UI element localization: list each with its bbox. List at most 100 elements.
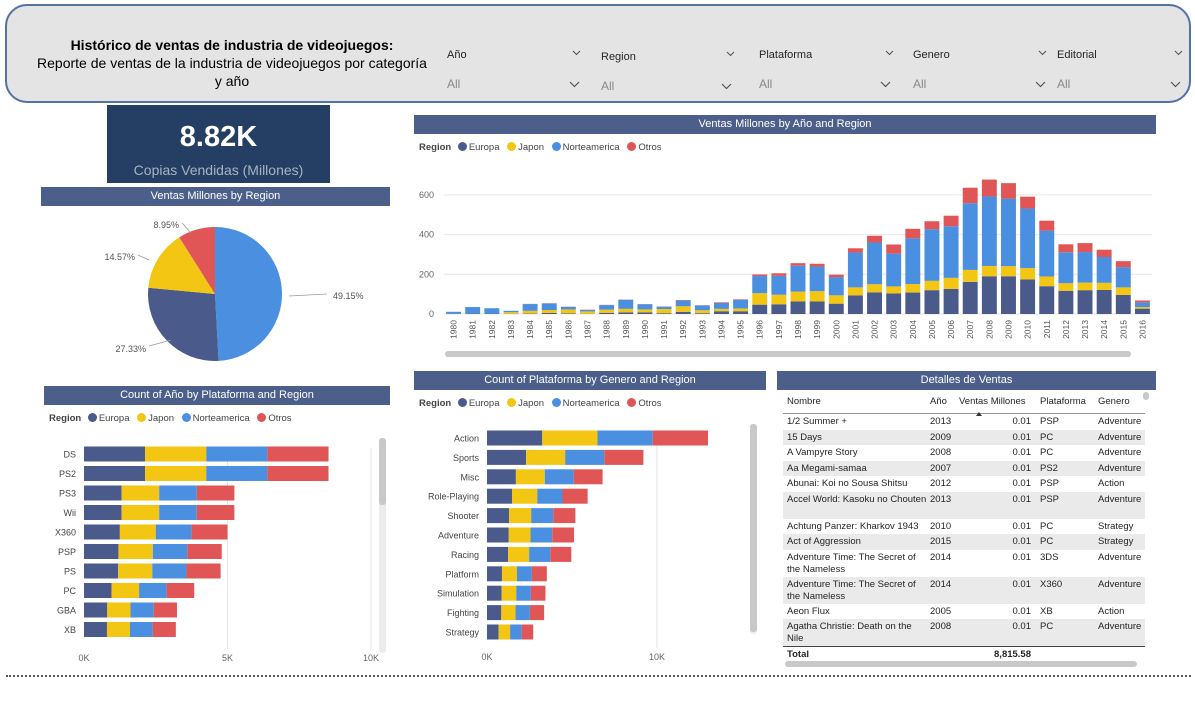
bar-segment-europa[interactable] (84, 446, 146, 462)
bar-segment-europa[interactable] (487, 488, 513, 504)
bar-segment-norteamerica[interactable] (1134, 302, 1150, 308)
chevron-down-icon[interactable] (885, 50, 894, 59)
bar-segment-otros[interactable] (153, 602, 177, 618)
bar-segment-norteamerica[interactable] (529, 546, 551, 562)
bar-segment-otros[interactable] (562, 488, 588, 504)
legend-item-otros[interactable]: Otros (257, 413, 292, 424)
bar-segment-europa[interactable] (1134, 308, 1150, 314)
bar-segment-japon[interactable] (790, 291, 806, 302)
bar-segment-europa[interactable] (733, 311, 749, 314)
chevron-down-icon[interactable] (880, 81, 891, 90)
bar-segment-japon[interactable] (522, 310, 538, 314)
bar-segment-japon[interactable] (508, 546, 530, 562)
bar-segment-japon[interactable] (119, 524, 156, 540)
bar-segment-norteamerica[interactable] (1096, 257, 1112, 283)
bar-segment-japon[interactable] (111, 583, 140, 598)
bar-segment-japon[interactable] (560, 309, 576, 314)
bar-segment-norteamerica[interactable] (981, 196, 997, 266)
filter-editorial[interactable]: Editorial All (1057, 46, 1185, 96)
bar-segment-otros[interactable] (186, 563, 221, 579)
bar-segment-japon[interactable] (1058, 283, 1074, 291)
bar-segment-otros[interactable] (530, 585, 546, 601)
chevron-down-icon[interactable] (721, 83, 732, 92)
bar-segment-japon[interactable] (118, 563, 153, 579)
bar-segment-otros[interactable] (771, 273, 787, 276)
bar-segment-europa[interactable] (962, 281, 978, 314)
bar-segment-japon[interactable] (501, 585, 517, 601)
legend-item-europa[interactable]: Europa (87, 413, 129, 424)
bar-segment-japon[interactable] (886, 286, 902, 294)
legend-item-europa[interactable]: Europa (457, 142, 499, 153)
bar-segment-norteamerica[interactable] (618, 299, 634, 309)
bar-segment-japon[interactable] (1020, 268, 1036, 280)
bar-segment-europa[interactable] (487, 546, 509, 562)
bar-segment-norteamerica[interactable] (541, 303, 557, 311)
col-header-ventas[interactable]: Ventas Millones (959, 396, 1026, 407)
bar-segment-norteamerica[interactable] (503, 310, 519, 313)
bar-segment-japon[interactable] (541, 310, 557, 314)
bar-segment-japon[interactable] (145, 466, 207, 481)
bar-segment-europa[interactable] (84, 524, 120, 540)
bar-segment-otros[interactable] (166, 583, 195, 598)
bar-segment-japon[interactable] (599, 309, 615, 313)
bar-segment-norteamerica[interactable] (1039, 230, 1055, 277)
bar-segment-otros[interactable] (886, 244, 902, 254)
bar-segment-japon[interactable] (809, 291, 825, 302)
bar-segment-japon[interactable] (509, 508, 532, 524)
bar-segment-otros[interactable] (152, 622, 176, 637)
bar-segment-otros[interactable] (529, 605, 545, 621)
bar-segment-norteamerica[interactable] (531, 508, 554, 524)
legend-item-norteamerica[interactable]: Norteamerica (551, 398, 620, 409)
table-row[interactable]: Achtung Panzer: Kharkov 1943 2010 0.01 PC St… (783, 519, 1145, 535)
bar-segment-otros[interactable] (847, 248, 863, 253)
bar-segment-otros[interactable] (196, 485, 235, 501)
bar-segment-otros[interactable] (867, 235, 883, 243)
filter-region[interactable]: Region All (601, 46, 735, 96)
bar-segment-otros[interactable] (267, 466, 329, 481)
bar-segment-europa[interactable] (560, 313, 576, 314)
pie-slice-norteamerica[interactable] (215, 227, 282, 361)
bar-segment-otros[interactable] (196, 505, 235, 520)
bar-segment-norteamerica[interactable] (599, 305, 615, 310)
bar-segment-europa[interactable] (84, 563, 119, 579)
genre-bar-chart[interactable]: 0K 10K Action Sports Misc Role-Playing Shooter… (414, 420, 766, 665)
bar-segment-otros[interactable] (809, 263, 825, 267)
bar-segment-europa[interactable] (1096, 289, 1112, 314)
bar-segment-japon[interactable] (1115, 287, 1131, 295)
bar-segment-europa[interactable] (675, 311, 691, 314)
bar-segment-norteamerica[interactable] (790, 265, 806, 292)
filter-anio[interactable]: Año All (447, 46, 581, 96)
bar-segment-japon[interactable] (618, 308, 634, 313)
bar-segment-norteamerica[interactable] (675, 300, 691, 307)
bar-segment-norteamerica[interactable] (1020, 208, 1036, 269)
bar-segment-japon[interactable] (503, 312, 519, 314)
bar-segment-norteamerica[interactable] (580, 309, 595, 312)
bar-segment-europa[interactable] (1039, 286, 1055, 314)
legend-item-norteamerica[interactable]: Norteamerica (551, 142, 620, 153)
bar-segment-norteamerica[interactable] (1077, 252, 1093, 283)
bar-segment-japon[interactable] (675, 306, 691, 312)
bar-segment-japon[interactable] (924, 280, 940, 291)
bar-segment-europa[interactable] (656, 313, 672, 314)
bar-segment-japon[interactable] (121, 485, 160, 501)
bar-segment-europa[interactable] (886, 293, 902, 314)
bar-segment-japon[interactable] (713, 308, 729, 312)
bar-segment-otros[interactable] (1001, 183, 1016, 199)
bar-segment-norteamerica[interactable] (847, 252, 863, 288)
bar-segment-norteamerica[interactable] (828, 277, 844, 296)
legend-item-japon[interactable]: Japon (507, 398, 544, 409)
bar-segment-otros[interactable] (962, 187, 978, 204)
legend-item-otros[interactable]: Otros (627, 398, 662, 409)
chevron-down-icon[interactable] (1035, 81, 1046, 90)
table-row[interactable]: Adventure Time: The Secret of the Namele… (783, 550, 1145, 577)
bar-segment-norteamerica[interactable] (522, 304, 538, 311)
bar-segment-otros[interactable] (790, 263, 806, 266)
bar-segment-norteamerica[interactable] (886, 253, 902, 287)
bar-segment-norteamerica[interactable] (139, 583, 167, 598)
bar-segment-europa[interactable] (84, 583, 112, 598)
bar-segment-japon[interactable] (515, 469, 545, 485)
bar-segment-japon[interactable] (847, 287, 863, 296)
bar-segment-europa[interactable] (84, 466, 146, 481)
chevron-down-icon[interactable] (726, 51, 735, 60)
filter-plataforma[interactable]: Plataforma All (759, 46, 894, 96)
